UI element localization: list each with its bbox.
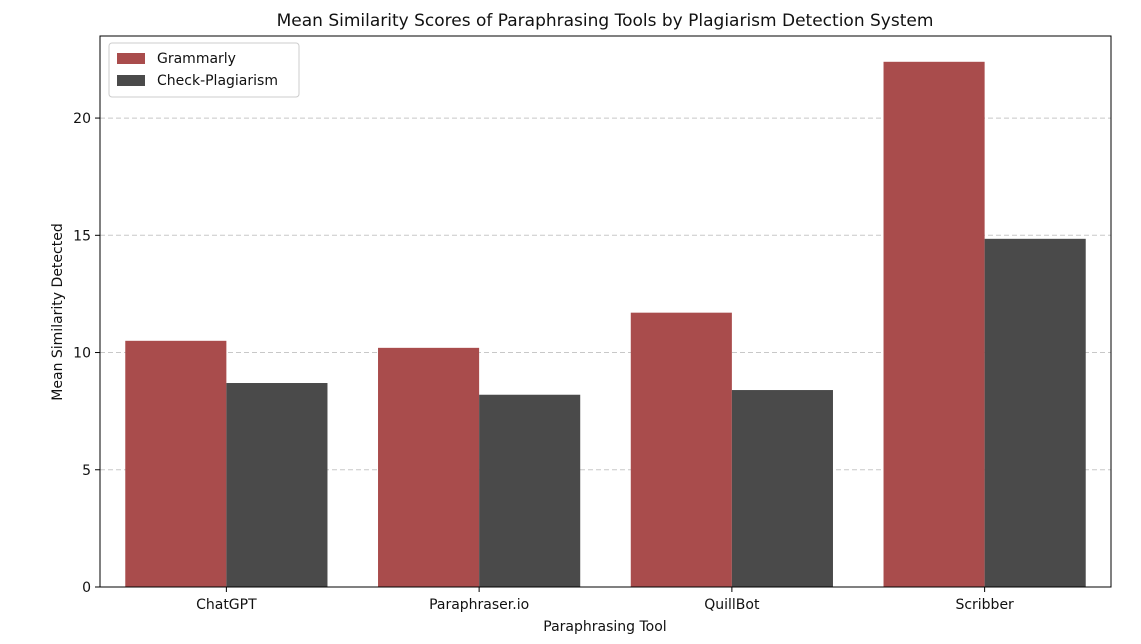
- bar-check-plagiarism-paraphraser-io: [479, 394, 581, 587]
- bar-check-plagiarism-quillbot: [731, 390, 833, 587]
- legend-label: Grammarly: [157, 51, 236, 67]
- x-tick-label: QuillBot: [704, 597, 760, 613]
- y-tick-label: 5: [82, 463, 91, 479]
- y-axis-label: Mean Similarity Detected: [50, 223, 66, 400]
- y-tick-label: 0: [82, 580, 91, 596]
- y-tick-label: 10: [73, 346, 91, 362]
- legend-label: Check-Plagiarism: [157, 73, 278, 89]
- x-axis-label: Paraphrasing Tool: [543, 619, 666, 635]
- x-tick-label: ChatGPT: [196, 597, 257, 613]
- y-tick-label: 15: [73, 228, 91, 244]
- legend-box: [108, 42, 300, 98]
- bars-layer: [125, 61, 1086, 588]
- x-tick-label: Scribber: [955, 597, 1014, 613]
- legend: Grammarly Check-Plagiarism: [108, 42, 300, 98]
- bar-check-plagiarism-chatgpt: [226, 383, 328, 587]
- chart-title: Mean Similarity Scores of Paraphrasing T…: [277, 11, 934, 31]
- plot-frame: [99, 35, 1112, 588]
- bar-grammarly-paraphraser-io: [378, 347, 480, 587]
- bar-grammarly-quillbot: [630, 312, 732, 587]
- legend-swatch: [117, 75, 145, 86]
- bar-check-plagiarism-scribber: [984, 238, 1086, 588]
- y-tick-label: 20: [73, 111, 91, 127]
- bar-grammarly-chatgpt: [125, 340, 227, 587]
- x-tick-label: Paraphraser.io: [429, 597, 529, 613]
- axes-layer: 0 5 10 15 20 ChatGPT Paraphraser.io QuillBot Scr…: [73, 35, 1112, 613]
- legend-swatch: [117, 53, 145, 64]
- bar-grammarly-scribber: [883, 61, 985, 587]
